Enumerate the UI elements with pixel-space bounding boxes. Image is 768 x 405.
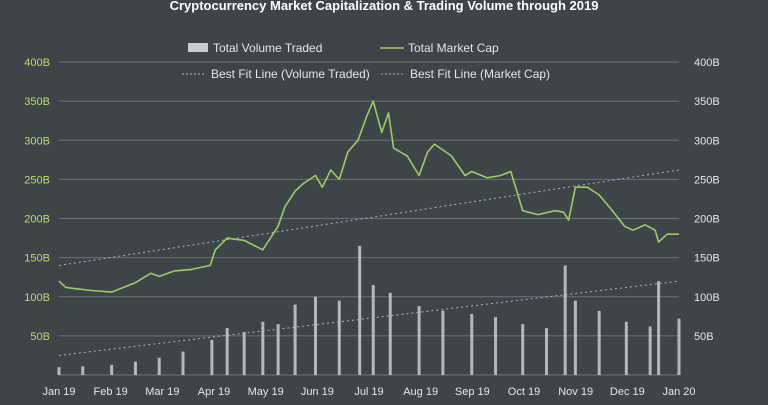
volume-bar [470, 313, 474, 375]
volume-bars [57, 245, 681, 375]
x-tick-label: Jan 20 [662, 386, 695, 398]
y-left-tick-label: 300B [24, 135, 50, 147]
y-left-tick-label: 100B [24, 292, 50, 304]
y-left-tick-label: 400B [24, 57, 50, 69]
volume-bar [293, 304, 297, 375]
volume-bar [133, 361, 137, 375]
volume-bar [358, 245, 362, 375]
y-right-tick-label: 300B [694, 135, 720, 147]
volume-bar [242, 331, 246, 375]
market-cap-line-group [58, 100, 679, 293]
volume-bar [181, 351, 185, 375]
y-right-tick-label: 200B [694, 214, 720, 226]
legend-swatch-volume [188, 43, 208, 52]
volume-bar [494, 317, 498, 375]
y-right-tick-label: 400B [694, 57, 720, 69]
axis-ticks: 50B 100B 150B 200B 250B 300B 350B 400B 50B 100B 15… [24, 57, 719, 398]
y-right-tick-label: 150B [694, 253, 720, 265]
volume-bar [157, 357, 161, 375]
volume-bar [624, 321, 628, 375]
y-left-tick-label: 200B [24, 214, 50, 226]
y-left-tick-label: 350B [24, 96, 50, 108]
volume-bar [110, 364, 114, 375]
x-tick-label: Feb 19 [94, 386, 128, 398]
volume-bar [210, 339, 214, 375]
y-right-tick-label: 350B [694, 96, 720, 108]
fit-line-volume [58, 280, 680, 356]
legend-label-volume: Total Volume Traded [213, 41, 322, 55]
volume-bar [521, 324, 525, 375]
volume-bar [573, 300, 577, 375]
x-tick-label: Jan 19 [42, 386, 75, 398]
x-tick-label: May 19 [248, 386, 284, 398]
volume-bar [57, 367, 61, 375]
volume-bar [597, 310, 601, 375]
y-left-tick-label: 150B [24, 253, 50, 265]
volume-bar [657, 281, 661, 375]
market-cap-line [58, 100, 679, 293]
volume-bar [648, 326, 652, 375]
y-right-tick-label: 50B [694, 331, 714, 343]
volume-bar [225, 328, 229, 375]
volume-bar [261, 321, 265, 375]
legend-label-fit-marketcap: Best Fit Line (Market Cap) [410, 67, 550, 81]
y-left-tick-label: 50B [30, 331, 50, 343]
volume-bar [313, 296, 317, 375]
volume-bar [388, 292, 392, 375]
volume-bar [276, 324, 280, 375]
chart-title: Cryptocurrency Market Capitalization & T… [170, 0, 599, 13]
legend-label-marketcap: Total Market Cap [408, 41, 499, 55]
y-right-tick-label: 250B [694, 174, 720, 186]
x-tick-label: Oct 19 [508, 386, 540, 398]
x-tick-label: Mar 19 [145, 386, 179, 398]
volume-bar [545, 328, 549, 375]
x-tick-label: Sep 19 [455, 386, 490, 398]
volume-bar [337, 300, 341, 375]
volume-bar [81, 366, 85, 375]
x-tick-label: Dec 19 [610, 386, 645, 398]
volume-bar [677, 318, 681, 375]
x-tick-label: Nov 19 [558, 386, 593, 398]
fit-lines [58, 169, 680, 356]
x-tick-label: Jul 19 [354, 386, 383, 398]
legend: Total Volume Traded Total Market Cap Bes… [182, 41, 550, 81]
grid-lines [59, 61, 679, 376]
y-right-tick-label: 100B [694, 292, 720, 304]
volume-bar [563, 265, 567, 375]
volume-bar [417, 306, 421, 375]
x-tick-label: Apr 19 [198, 386, 230, 398]
volume-bar [371, 285, 375, 375]
volume-bar [441, 310, 445, 375]
x-tick-label: Aug 19 [403, 386, 438, 398]
y-left-tick-label: 250B [24, 174, 50, 186]
legend-label-fit-volume: Best Fit Line (Volume Traded) [211, 67, 370, 81]
x-tick-label: Jun 19 [301, 386, 334, 398]
